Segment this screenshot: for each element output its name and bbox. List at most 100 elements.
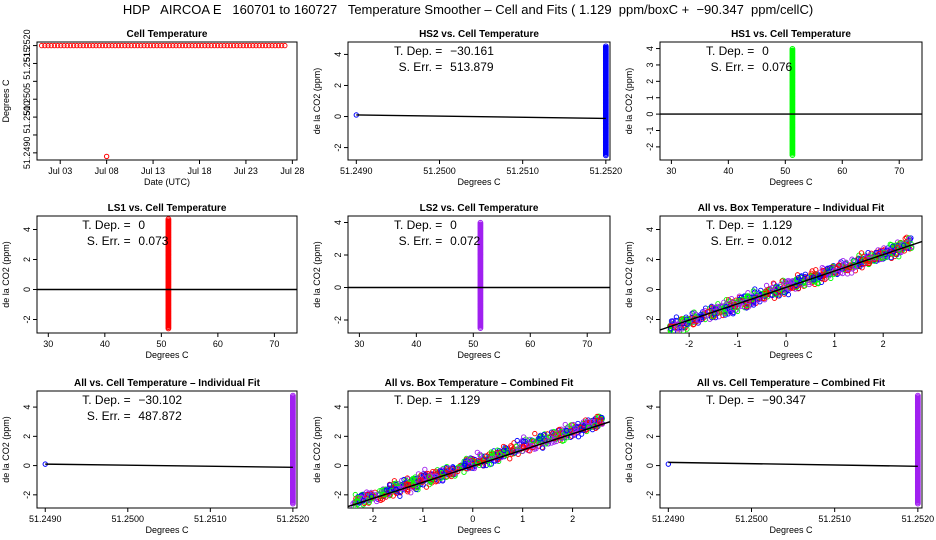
data-point-cloud	[482, 453, 488, 459]
data-point-cell	[131, 42, 138, 49]
data-point-cloud	[377, 488, 383, 494]
figure-title: HDP AIRCOA E 160701 to 160727 Temperatur…	[122, 2, 814, 17]
y-tick-label: 51.2505	[22, 83, 32, 116]
plot-frame	[659, 390, 923, 509]
annotation-value: −30.102	[138, 393, 182, 407]
data-point-cell	[77, 42, 83, 49]
data-point-cell	[163, 42, 170, 49]
chart-title: Cell Temperature	[127, 29, 208, 40]
x-tick-label: 51.2490	[652, 514, 685, 524]
data-point-cloud	[581, 423, 587, 429]
data-point-cloud	[722, 310, 728, 316]
data-point-cell	[74, 42, 80, 49]
data-point-cloud	[852, 264, 858, 270]
y-tick-label: -2	[645, 143, 655, 151]
y-tick-label: 3	[645, 62, 655, 67]
data-point-cloud	[562, 421, 568, 428]
data-point-cloud	[548, 429, 555, 435]
x-tick-label: 2	[570, 514, 575, 524]
data-point-cloud	[670, 318, 677, 324]
annotation-label: S. Err. =	[399, 60, 443, 74]
data-point-cell	[256, 42, 262, 49]
data-point-cloud	[520, 438, 526, 444]
data-point-cloud	[890, 243, 896, 249]
annotation-value: 0.073	[138, 234, 168, 248]
data-point-cloud	[500, 443, 507, 450]
data-point-cloud	[879, 255, 885, 261]
plot-frame	[659, 41, 923, 161]
y-tick-label: 4	[333, 52, 343, 57]
plot-marks	[353, 43, 609, 159]
chart-title: All vs. Box Temperature – Combined Fit	[385, 378, 574, 389]
data-point-all-low	[665, 461, 672, 467]
data-point-cloud	[711, 304, 717, 311]
y-tick-label: 2	[333, 252, 343, 257]
data-point-cell	[176, 42, 182, 49]
data-point-cloud	[546, 434, 553, 440]
data-point-cloud	[553, 431, 559, 438]
data-point-cloud	[806, 281, 812, 288]
data-point-cloud	[489, 450, 495, 457]
data-point-cloud	[798, 274, 804, 280]
data-point-cloud	[721, 299, 727, 305]
annotation-label: T. Dep. =	[706, 44, 754, 58]
data-point-cell	[67, 42, 74, 49]
data-point-cell	[93, 42, 99, 49]
x-tick-label: 50	[468, 339, 478, 349]
x-tick-label: Jul 03	[48, 166, 72, 176]
data-point-cell	[150, 42, 157, 49]
data-point-cloud	[795, 275, 802, 281]
data-point-cell	[157, 42, 163, 49]
x-tick-label: 40	[411, 339, 421, 349]
data-point-cell	[272, 42, 278, 49]
chart-ls2-vs-cell: LS2 vs. Cell Temperature 30 40 50 60 70 -2 0 2 4 D…	[312, 203, 611, 360]
y-tick-label: 2	[333, 434, 343, 439]
x-tick-label: -1	[419, 514, 427, 524]
annotation-value: −30.161	[450, 44, 494, 58]
data-point-cloud	[755, 297, 762, 303]
x-tick-label: -1	[734, 339, 742, 349]
plot-frame	[36, 41, 298, 161]
data-point-cloud	[438, 468, 444, 475]
annotation-value: 513.879	[450, 60, 494, 74]
annotation-label: T. Dep. =	[706, 393, 754, 407]
data-point-cloud	[859, 265, 865, 271]
y-tick-label: -2	[333, 144, 343, 152]
data-point-cloud	[750, 288, 757, 294]
x-tick-label: 51.2500	[112, 514, 145, 524]
y-axis-label: de la CO2 (ppm)	[312, 241, 322, 308]
data-point-cell	[227, 42, 234, 49]
plot-frame	[347, 390, 611, 509]
chart-title: LS2 vs. Cell Temperature	[420, 203, 539, 214]
data-point-cloud	[393, 480, 399, 486]
y-tick-label: 0	[22, 287, 32, 292]
data-point-cell	[266, 42, 272, 49]
x-tick-label: 50	[780, 166, 790, 176]
data-point-cell	[179, 42, 186, 49]
data-point-cloud	[844, 271, 851, 277]
data-point-cell	[282, 42, 288, 49]
plot-marks	[660, 234, 922, 333]
data-point-cloud	[673, 314, 680, 320]
x-tick-label: 1	[520, 514, 525, 524]
x-tick-label: 70	[582, 339, 592, 349]
y-tick-label: 4	[645, 227, 655, 232]
x-axis-label: Degrees C	[769, 177, 813, 187]
y-tick-label: 2	[645, 79, 655, 84]
x-tick-label: 51.2520	[902, 514, 935, 524]
x-axis-label: Date (UTC)	[144, 177, 190, 187]
data-point-cloud	[437, 475, 443, 481]
data-point-cloud	[410, 475, 416, 482]
y-tick-label: -2	[645, 315, 655, 323]
chart-title: All vs. Cell Temperature – Combined Fit	[697, 378, 886, 389]
data-point-cloud	[799, 275, 805, 281]
x-tick-label: 51.2510	[818, 514, 851, 524]
data-point-cloud	[865, 249, 871, 256]
annotation-label: S. Err. =	[87, 234, 131, 248]
data-point-cloud	[769, 284, 775, 291]
data-point-cloud	[763, 282, 770, 289]
data-point-cloud	[570, 421, 577, 428]
x-tick-label: 30	[666, 166, 676, 176]
x-tick-label: 40	[723, 166, 733, 176]
